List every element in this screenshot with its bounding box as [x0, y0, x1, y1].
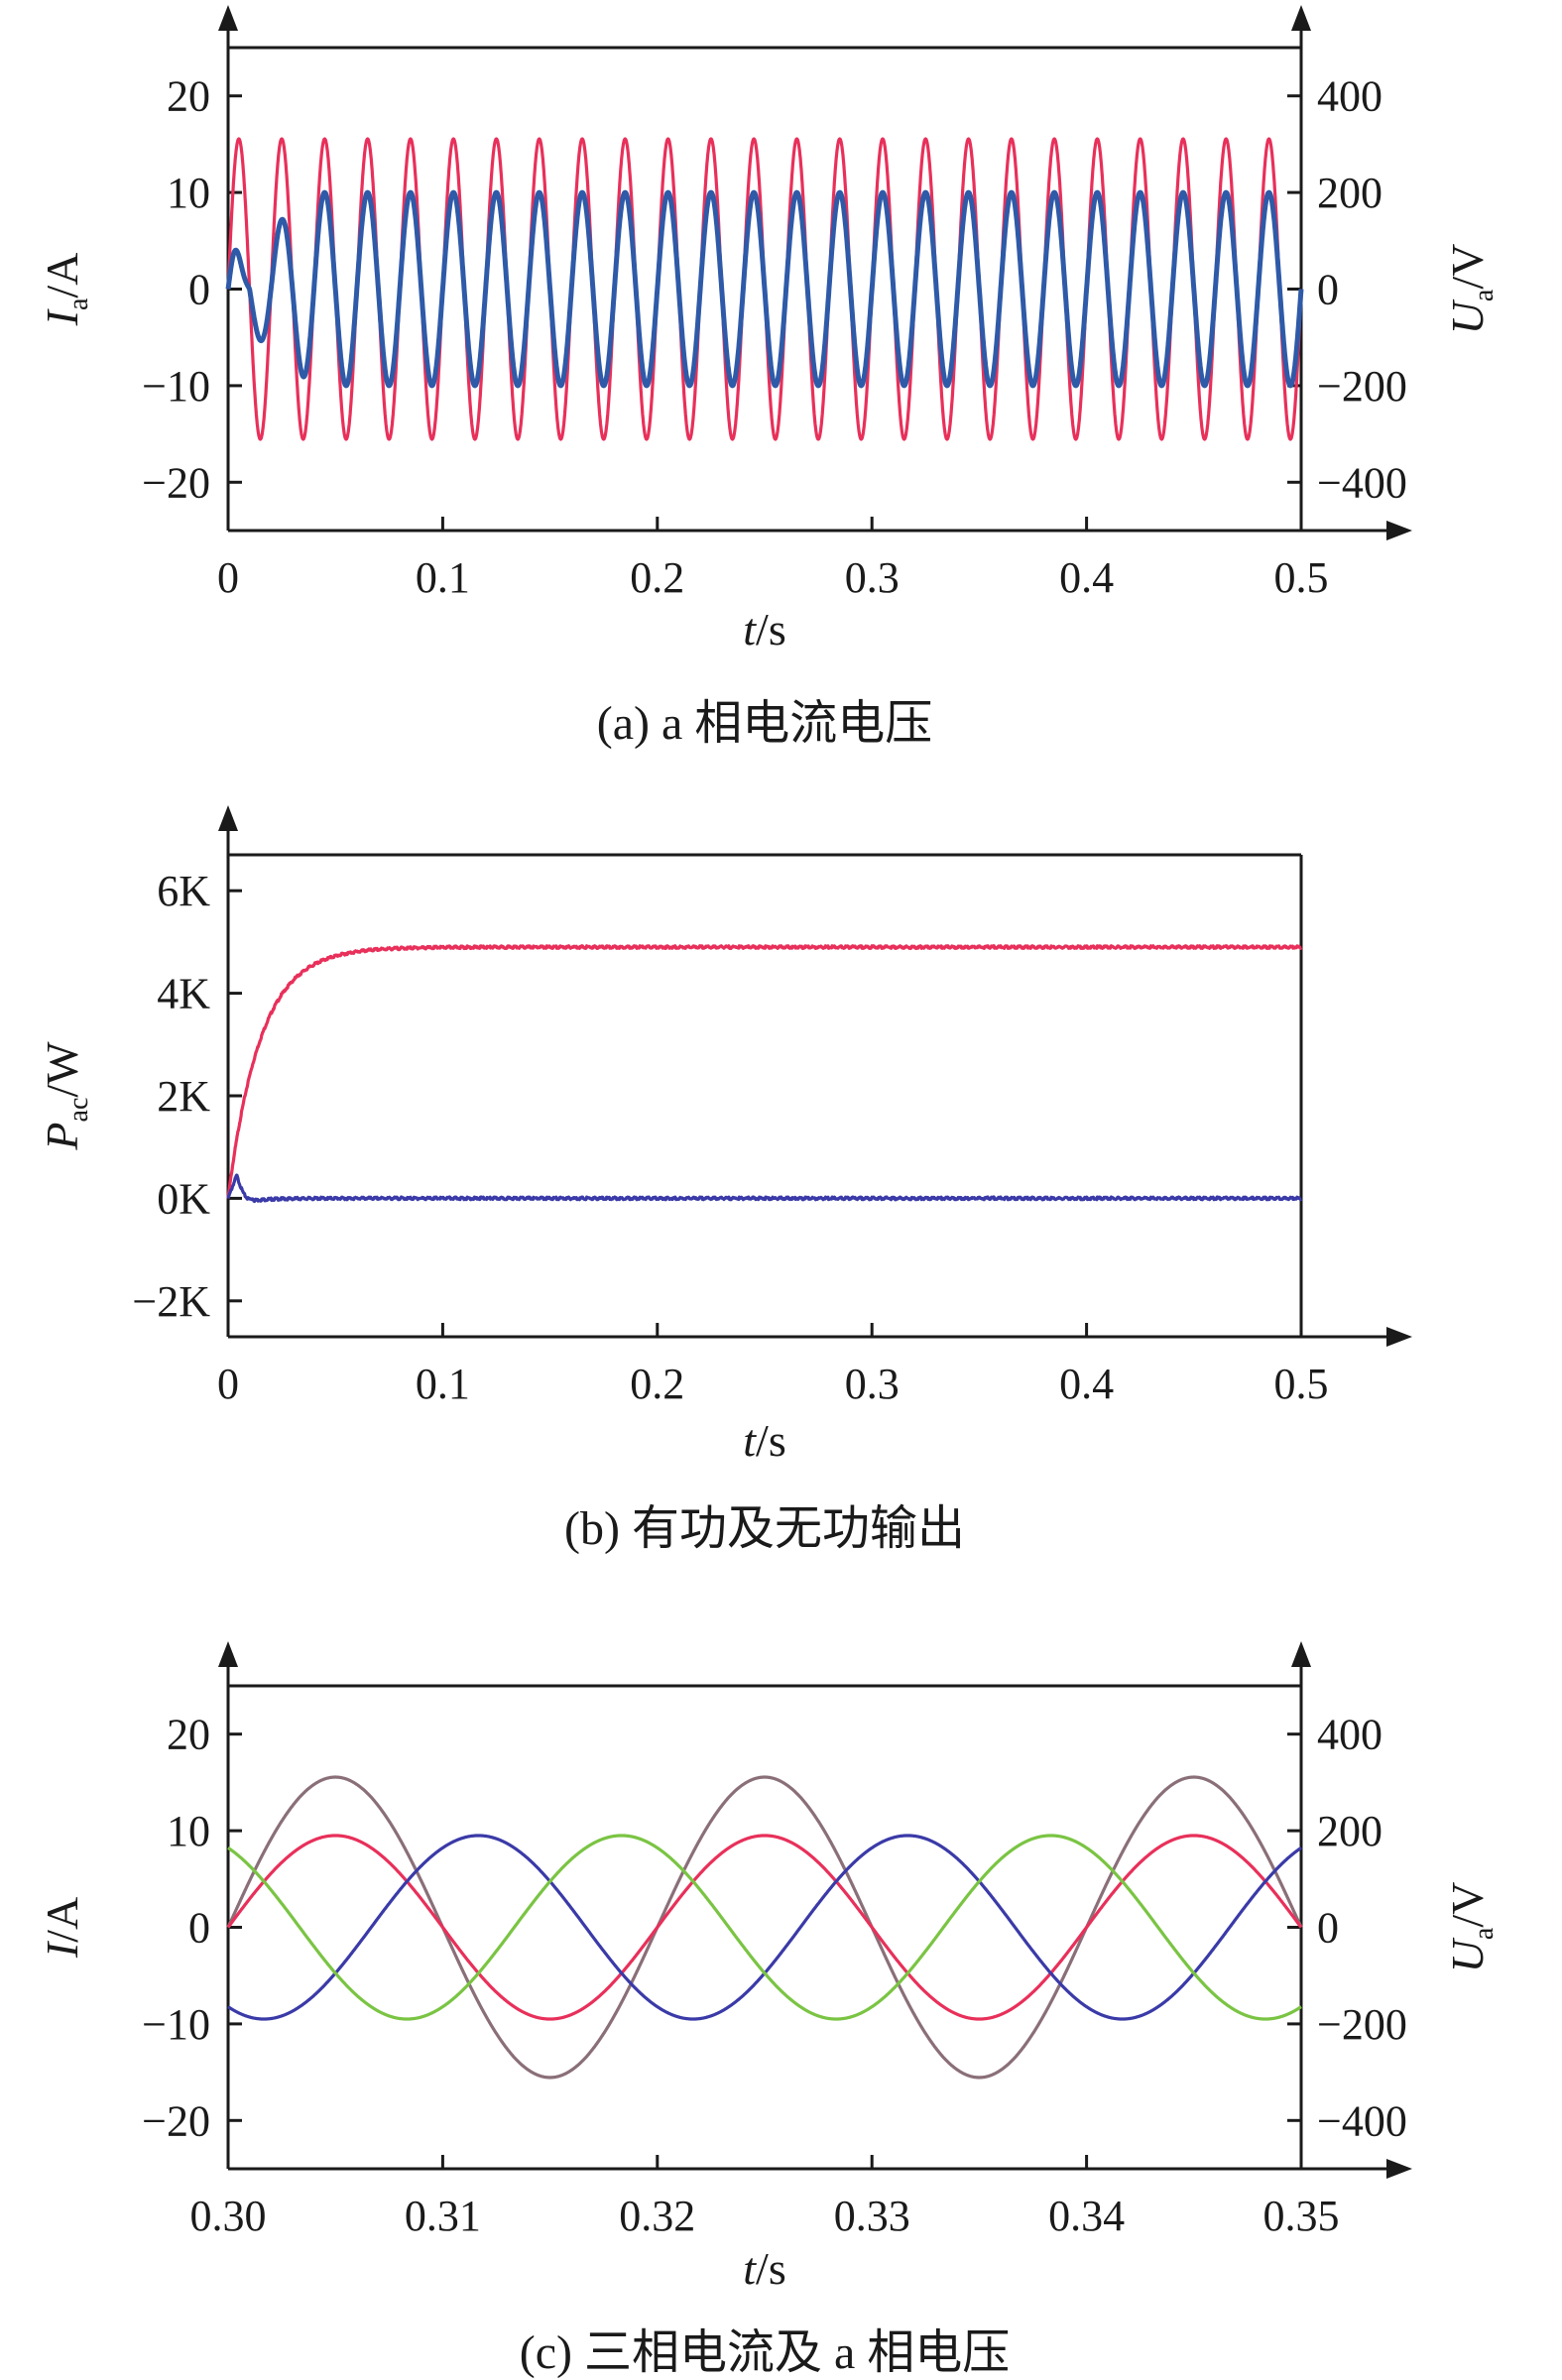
y-tick-left-label: 0 — [188, 266, 210, 314]
x-tick-label: 0.1 — [416, 553, 470, 602]
y-label-var: P — [37, 1122, 87, 1150]
y-tick-right-label: −200 — [1317, 2000, 1407, 2049]
y-label-unit: /V — [1442, 244, 1493, 290]
y-label-sub: a — [1469, 1927, 1500, 1940]
y-label-unit: /W — [37, 1041, 87, 1098]
x-tick-label: 0.3 — [845, 1360, 900, 1408]
series-group-c — [226, 1775, 1303, 2080]
x-tick-label: 0 — [217, 553, 239, 602]
x-tick-label: 0.2 — [630, 1360, 684, 1408]
x-tick-label: 0.5 — [1274, 553, 1329, 602]
y-axis-right-arrow — [1291, 1641, 1311, 1667]
panel-a: 0 0.1 0.2 0.3 0.4 0.5 20 10 0 −10 −20 400 200 0 −200 −4… — [37, 5, 1500, 750]
y-label-unit: /A — [37, 253, 87, 298]
y-axis-label-left: Ia/A — [37, 253, 94, 327]
y-axis-label-right: Ua/V — [1442, 244, 1500, 335]
panel-c: 0.30 0.31 0.32 0.33 0.34 0.35 20 10 0 −10 −20 400 20… — [37, 1641, 1500, 2379]
y-axis-left-arrow — [218, 805, 238, 831]
y-label-var: U — [1442, 1937, 1493, 1972]
y-tick-right-label: −200 — [1317, 362, 1407, 411]
y-tick-left-label: −10 — [142, 362, 210, 411]
series-c-1 — [226, 1834, 1303, 2021]
series-c-3 — [226, 1834, 1303, 2021]
y-tick-left-label: −20 — [142, 458, 210, 507]
y-label-sub: a — [1469, 289, 1500, 301]
panel-caption: (b) 有功及无功输出 — [564, 1502, 965, 1555]
x-label-unit: /s — [756, 2243, 786, 2294]
y-label-var: U — [1442, 298, 1493, 334]
y-axis-label-left: I/A — [37, 1897, 87, 1959]
panel-b: 0 0.1 0.2 0.3 0.4 0.5 6K 4K 2K 0K −2K Pac/W t/s (b) 有… — [37, 805, 1412, 1555]
y-tick-right-label: −400 — [1317, 458, 1407, 507]
series-b-0 — [226, 944, 1303, 1199]
y-tick-left-label: 2K — [157, 1072, 210, 1121]
x-tick-label: 0.34 — [1048, 2192, 1125, 2240]
y-tick-right-label: 0 — [1317, 266, 1339, 314]
x-axis-label: t/s — [743, 2243, 785, 2294]
y-tick-right-label: 400 — [1317, 72, 1382, 121]
y-label-var: I — [37, 1940, 87, 1959]
x-tick-label: 0.32 — [619, 2192, 695, 2240]
y-tick-left-label: 20 — [167, 72, 210, 121]
x-label-var: t — [743, 1415, 757, 1466]
y-tick-left-label: −10 — [142, 2000, 210, 2049]
series-a-1 — [225, 189, 1304, 389]
y-axis-right-arrow — [1291, 5, 1311, 31]
y-tick-left-label: 0 — [188, 1904, 210, 1953]
y-tick-left-label: 10 — [167, 169, 210, 217]
x-tick-label: 0.35 — [1263, 2192, 1340, 2240]
y-tick-left-label: −20 — [142, 2096, 210, 2145]
y-tick-left-label: −2K — [132, 1277, 210, 1326]
y-tick-left-label: 0K — [157, 1174, 210, 1223]
panel-caption: (c) 三相电流及 a 相电压 — [520, 2326, 1011, 2379]
y-tick-right-label: 400 — [1317, 1711, 1382, 1759]
y-tick-left-label: 6K — [157, 867, 210, 915]
y-tick-right-label: 200 — [1317, 1807, 1382, 1855]
x-tick-label: 0.33 — [834, 2192, 910, 2240]
axes-c: 0.30 0.31 0.32 0.33 0.34 0.35 20 10 0 −10 −20 400 20… — [142, 1641, 1412, 2240]
panel-caption: (a) a 相电流电压 — [597, 697, 933, 750]
y-axis-label-right: Ua/V — [1442, 1882, 1500, 1973]
y-axis-left-arrow — [218, 1641, 238, 1667]
y-label-sub: ac — [63, 1098, 94, 1123]
y-tick-right-label: −400 — [1317, 2096, 1407, 2145]
x-tick-label: 0.4 — [1059, 1360, 1114, 1408]
y-label-var: I — [37, 307, 87, 326]
x-tick-label: 0.30 — [190, 2192, 267, 2240]
x-tick-label: 0.4 — [1059, 553, 1114, 602]
x-label-var: t — [743, 2243, 757, 2294]
x-axis-label: t/s — [743, 604, 785, 654]
y-tick-right-label: 200 — [1317, 169, 1382, 217]
y-label-unit: /V — [1442, 1882, 1493, 1928]
y-tick-right-label: 0 — [1317, 1904, 1339, 1953]
y-axis-label-left: Pac/W — [37, 1041, 94, 1151]
x-tick-label: 0.31 — [405, 2192, 481, 2240]
series-c-0 — [226, 1775, 1303, 2080]
x-tick-label: 0.3 — [845, 553, 900, 602]
x-label-unit: /s — [756, 1415, 786, 1466]
y-tick-left-label: 4K — [157, 970, 210, 1018]
axes-b: 0 0.1 0.2 0.3 0.4 0.5 6K 4K 2K 0K −2K — [132, 805, 1412, 1408]
series-b-1 — [226, 1173, 1303, 1204]
axes-a: 0 0.1 0.2 0.3 0.4 0.5 20 10 0 −10 −20 400 200 0 −200 −4… — [142, 5, 1412, 602]
series-group-a — [225, 137, 1304, 441]
y-label-sub: a — [63, 298, 94, 310]
x-label-var: t — [743, 604, 757, 654]
x-tick-label: 0.2 — [630, 553, 684, 602]
x-axis-arrow — [1386, 521, 1412, 540]
x-axis-arrow — [1386, 1327, 1412, 1347]
y-tick-left-label: 20 — [167, 1711, 210, 1759]
y-tick-left-label: 10 — [167, 1807, 210, 1855]
y-label-unit: /A — [37, 1897, 87, 1943]
x-tick-label: 0.1 — [416, 1360, 470, 1408]
y-axis-left-arrow — [218, 5, 238, 31]
x-tick-label: 0.5 — [1274, 1360, 1329, 1408]
x-axis-arrow — [1386, 2159, 1412, 2179]
x-axis-label: t/s — [743, 1415, 785, 1466]
series-group-b — [226, 944, 1303, 1204]
x-tick-label: 0 — [217, 1360, 239, 1408]
x-label-unit: /s — [756, 604, 786, 654]
